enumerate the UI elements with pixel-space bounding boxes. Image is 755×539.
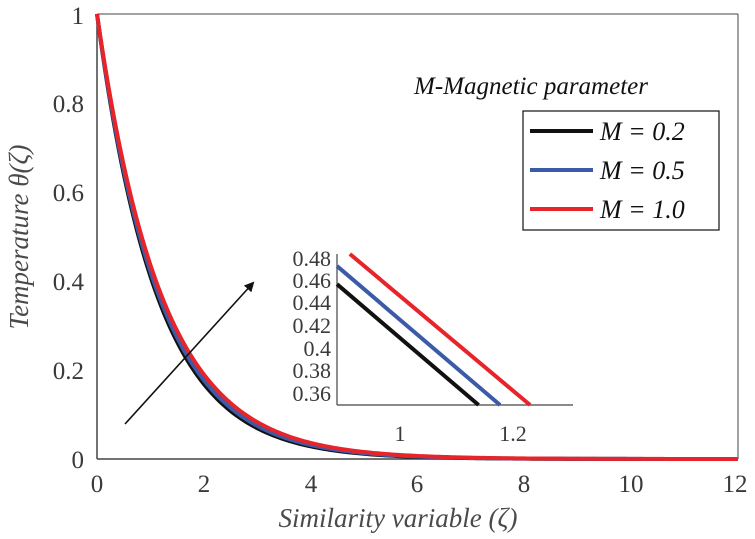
inset-y-tick-label: 0.38	[293, 358, 332, 383]
legend: M = 0.2 M = 0.5 M = 1.0	[522, 110, 720, 231]
y-tick-label: 0.6	[53, 180, 84, 207]
inset-series-group	[335, 252, 532, 407]
inset-y-tick-label: 0.48	[293, 246, 332, 271]
y-axis-label: Temperature θ(ζ)	[4, 145, 34, 330]
x-tick-label: 6	[411, 471, 424, 498]
x-tick-label: 0	[91, 471, 104, 498]
inset-y-tick-label: 0.42	[293, 313, 332, 338]
x-tick-group: 0 2 4 6 8 10 12	[91, 471, 748, 498]
inset-y-tick-label: 0.44	[293, 290, 332, 315]
inset-plot: 0.48 0.46 0.44 0.42 0.4 0.38 0.36 1 1.2	[293, 246, 573, 446]
inset-arrow	[124, 281, 255, 425]
inset-x-tick-label: 1	[395, 421, 406, 446]
y-tick-label: 0.8	[53, 91, 84, 118]
inset-x-tick-label: 1.2	[499, 421, 527, 446]
inset-y-tick-label: 0.36	[293, 381, 332, 406]
y-tick-group: 0 0.2 0.4 0.6 0.8 1	[53, 3, 85, 474]
x-tick-label: 12	[723, 471, 748, 498]
inset-y-tick-label: 0.46	[293, 268, 332, 293]
inset-y-tick-group: 0.48 0.46 0.44 0.42 0.4 0.38 0.36	[293, 246, 332, 406]
legend-label-m02: M = 0.2	[599, 117, 685, 146]
x-axis-label: Similarity variable (ζ)	[279, 503, 518, 533]
x-tick-label: 2	[198, 471, 211, 498]
inset-series-m10-line	[348, 252, 532, 407]
inset-series-m05-line	[335, 264, 502, 407]
y-tick-label: 0.2	[53, 358, 84, 385]
x-tick-label: 4	[305, 471, 318, 498]
magnetic-parameter-annotation: M-Magnetic parameter	[413, 73, 648, 100]
y-tick-label: 0	[72, 447, 85, 474]
main-series-group	[95, 13, 738, 461]
x-tick-label: 8	[518, 471, 531, 498]
y-tick-label: 1	[72, 3, 85, 30]
inset-y-tick-label: 0.4	[304, 336, 332, 361]
legend-label-m05: M = 0.5	[599, 156, 685, 185]
series-m10-line	[95, 13, 738, 461]
x-tick-label: 10	[619, 471, 644, 498]
inset-series-m02-line	[335, 282, 480, 407]
legend-label-m10: M = 1.0	[599, 195, 685, 224]
y-tick-label: 0.4	[53, 269, 85, 296]
